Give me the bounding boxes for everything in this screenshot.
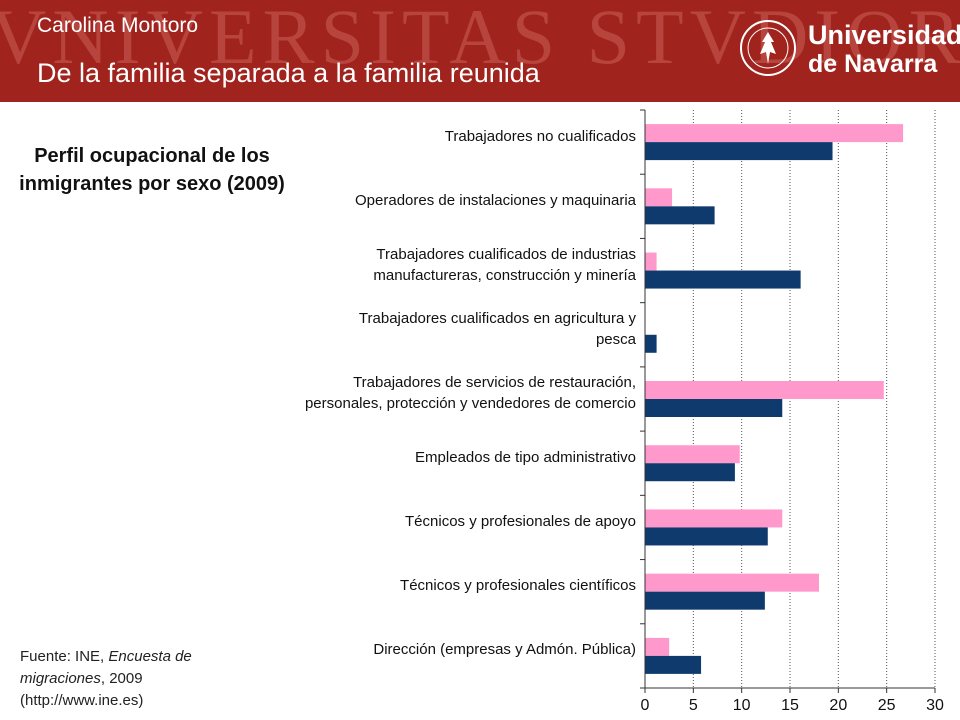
bar-pink (645, 445, 740, 464)
category-label: Trabajadores no cualificados (445, 126, 636, 147)
source-url: (http://www.ine.es) (20, 692, 144, 709)
x-tick-label: 10 (732, 697, 751, 714)
university-logo: Universidad de Navarra (740, 12, 960, 84)
category-label-line: personales, protección y vendedores de c… (304, 395, 636, 412)
category-label: Técnicos y profesionales científicos (400, 575, 636, 596)
category-label: Operadores de instalaciones y maquinaria (355, 190, 636, 211)
bar-pink (645, 381, 884, 399)
bar-pink (645, 573, 819, 592)
logo-text-line1: Universidad (808, 20, 960, 50)
category-label-line: manufactureras, construcción y minería (373, 266, 636, 284)
category-label-line: Técnicos y profesionales de apoyo (405, 512, 636, 530)
category-label-line: Trabajadores cualificados de industrias (376, 245, 636, 263)
x-tick-label: 0 (640, 697, 650, 714)
bar-navy (645, 334, 657, 353)
category-label: Trabajadores de servicios de restauració… (305, 372, 636, 414)
bar-navy (645, 463, 735, 482)
x-tick-label: 20 (829, 697, 848, 714)
bar-pink (645, 509, 783, 528)
logo-text-line2: de Navarra (808, 50, 938, 78)
header-watermark: VNIVERSITAS STVDIORVM (0, 0, 960, 80)
bar-navy (645, 206, 715, 225)
category-label-line: Dirección (empresas y Admón. Pública) (373, 641, 636, 659)
category-label: Empleados de tipo administrativo (415, 447, 636, 468)
source-prefix: Fuente: INE, (20, 648, 109, 665)
category-label: Trabajadores cualificados en agricultura… (359, 308, 636, 350)
category-label-line: Trabajadores cualificados en agricultura… (358, 309, 636, 327)
category-label: Trabajadores cualificados de industrias m… (373, 244, 636, 286)
author-name: Carolina Montoro (37, 14, 199, 37)
category-label-line: Trabajadores no cualificados (444, 127, 636, 145)
x-tick-label: 5 (688, 697, 698, 714)
category-label-line: Técnicos y profesionales científicos (400, 577, 636, 595)
bar-pink (645, 188, 673, 207)
chart-title: Perfil ocupacional de los inmigrantes po… (19, 145, 285, 195)
bar-navy (645, 527, 768, 546)
header-banner: VNIVERSITAS STVDIORVM Carolina Montoro D… (0, 0, 960, 102)
x-tick-label: 25 (877, 697, 896, 714)
source-title: Encuesta de migraciones (20, 648, 192, 687)
category-label-line: Operadores de instalaciones y maquinaria (355, 191, 636, 209)
source-suffix: , 2009 (100, 670, 143, 687)
bar-navy (645, 655, 702, 674)
category-label-line: pesca (595, 330, 636, 348)
x-tick-label: 15 (781, 697, 799, 714)
source-note: Fuente: INE, Encuesta de migraciones, 20… (20, 646, 250, 712)
category-label-line: Trabajadores de servicios de restauració… (353, 374, 636, 391)
bar-navy (645, 591, 765, 610)
category-label: Técnicos y profesionales de apoyo (405, 511, 636, 532)
x-tick-label: 30 (926, 697, 944, 714)
presentation-subtitle: De la familia separada a la familia reun… (37, 58, 540, 88)
bar-navy (645, 399, 783, 417)
bar-navy (645, 142, 833, 161)
category-label-line: Empleados de tipo administrativo (415, 448, 636, 466)
university-seal-icon (740, 20, 796, 76)
bar-pink (645, 252, 657, 271)
bar-pink (645, 637, 670, 656)
category-label: Dirección (empresas y Admón. Pública) (373, 639, 636, 660)
bar-navy (645, 270, 801, 289)
bar-pink (645, 124, 904, 143)
